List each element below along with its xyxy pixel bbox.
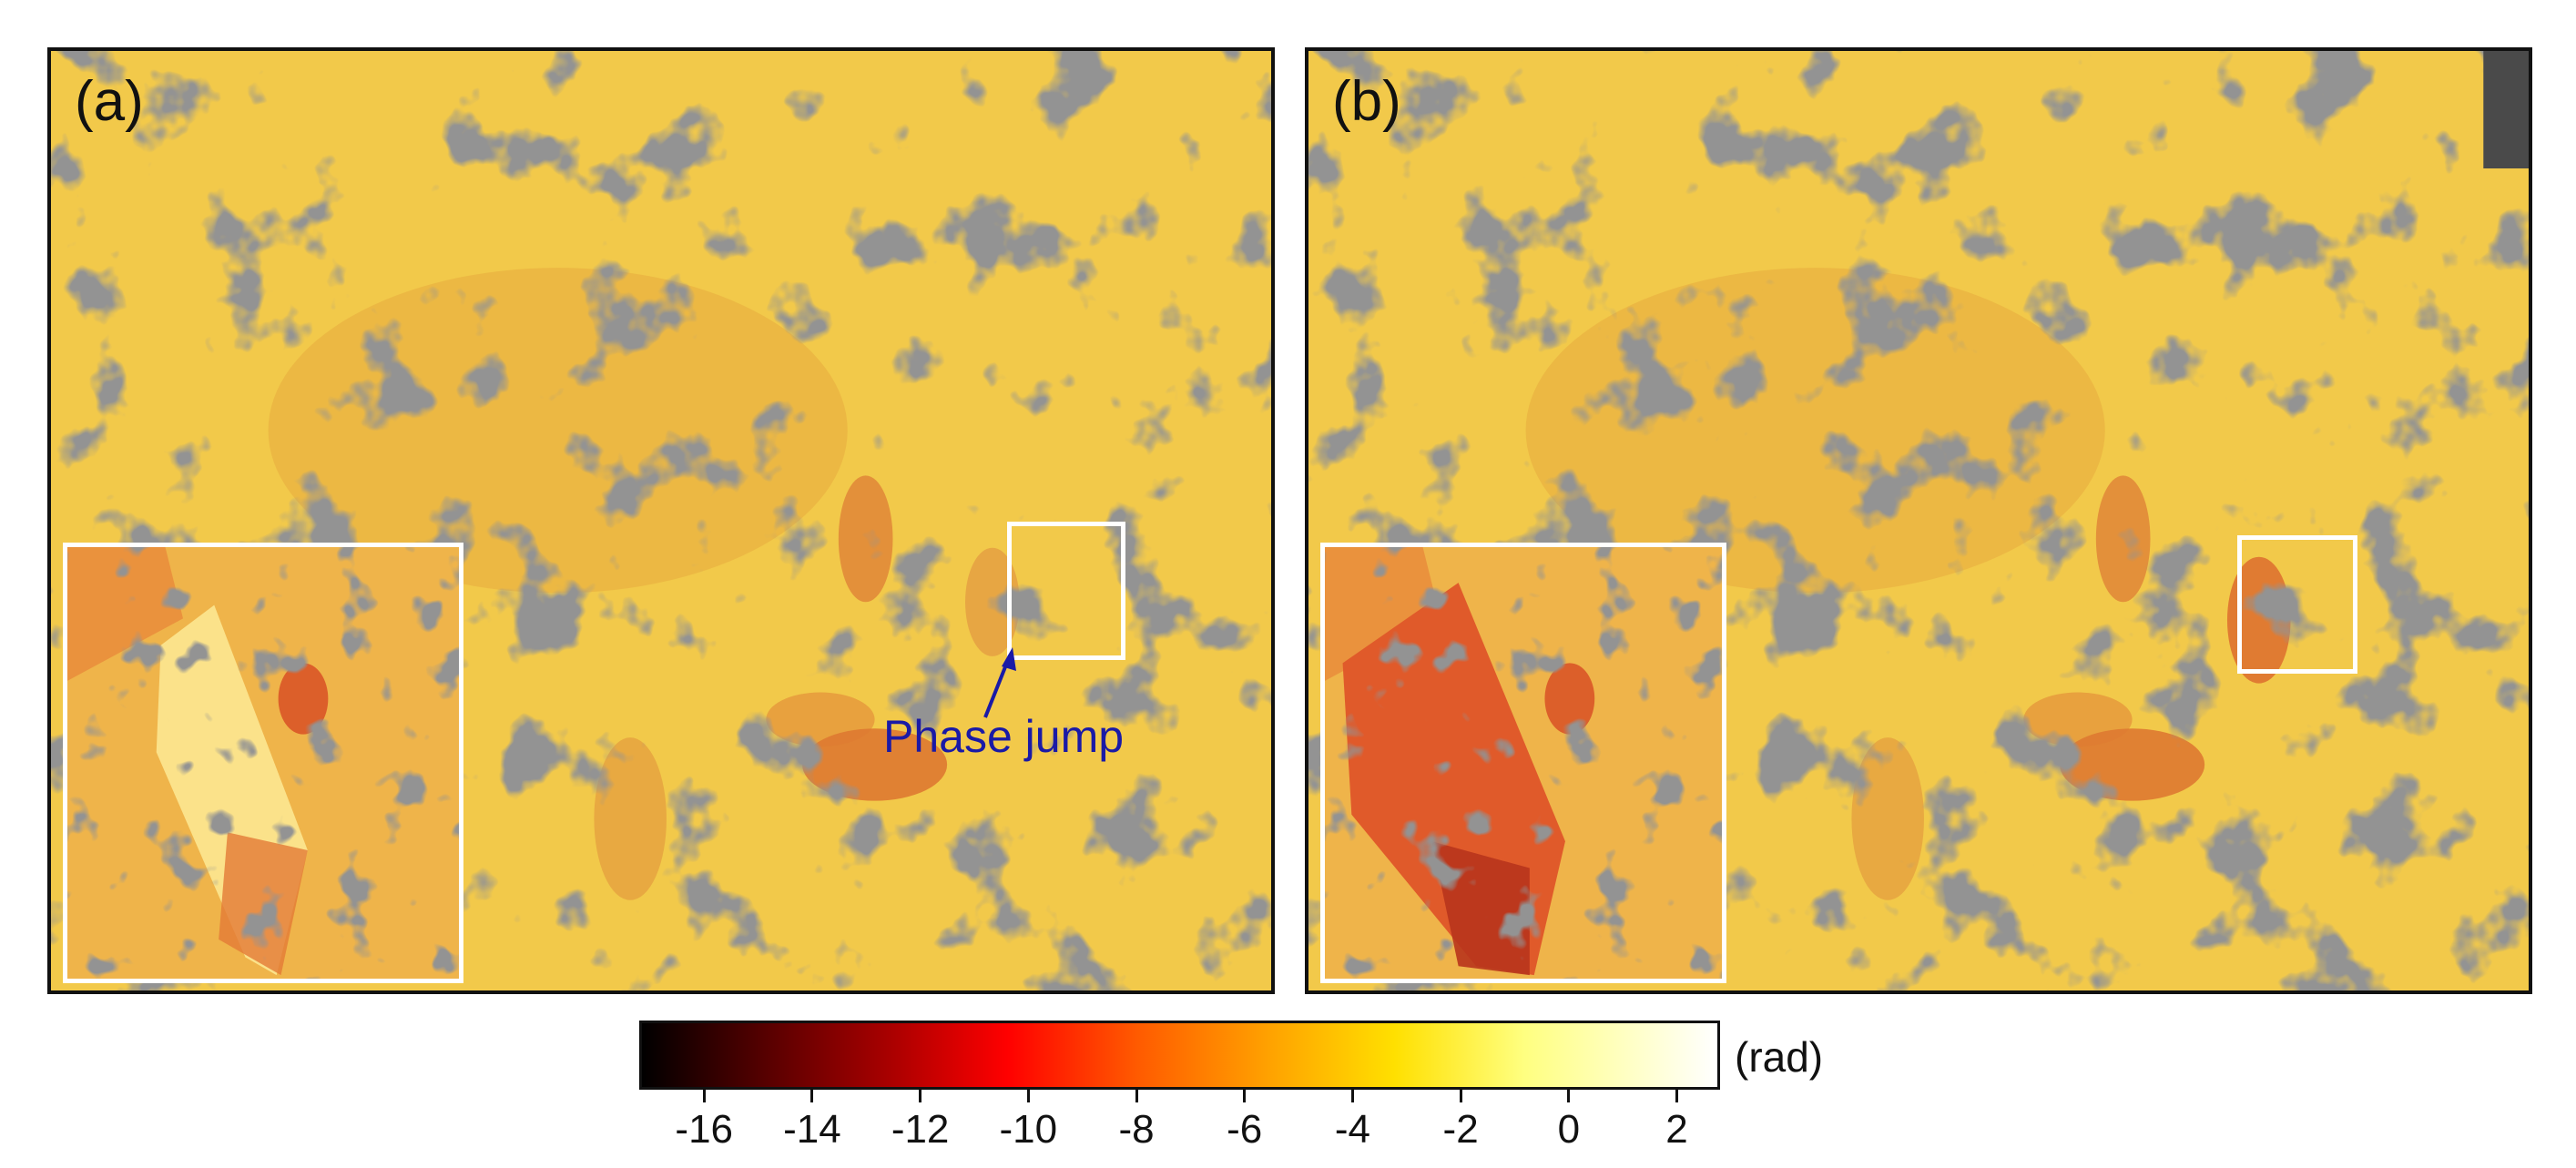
colorbar-gradient	[642, 1023, 1717, 1087]
colorbar-tick	[1243, 1090, 1247, 1102]
colorbar-tick-label: -12	[891, 1107, 950, 1152]
inset-image-a	[67, 547, 459, 979]
colorbar-tick	[1459, 1090, 1462, 1102]
roi-box-b	[2237, 535, 2357, 674]
colorbar-tick	[1135, 1090, 1138, 1102]
colorbar-tick	[1567, 1090, 1571, 1102]
inset-image-b	[1325, 547, 1722, 979]
zoom-inset-a	[63, 543, 463, 983]
colorbar-tick-label: -16	[675, 1107, 734, 1152]
panel-label-a: (a)	[75, 70, 144, 133]
colorbar-tick	[1350, 1090, 1354, 1102]
colorbar-tick	[1026, 1090, 1030, 1102]
panel-b-phase-map: (b)	[1305, 47, 2532, 994]
panel-a-phase-map: (a) Phase jump	[47, 47, 1275, 994]
colorbar-tick-label: -4	[1334, 1107, 1370, 1152]
colorbar-tick	[1675, 1090, 1679, 1102]
colorbar	[639, 1021, 1720, 1090]
colorbar-tick-label: -6	[1227, 1107, 1263, 1152]
colorbar-tick	[919, 1090, 922, 1102]
colorbar-tick-label: 0	[1557, 1107, 1581, 1152]
colorbar-tick-label: -14	[783, 1107, 841, 1152]
colorbar-unit-label: (rad)	[1735, 1033, 1824, 1081]
panel-label-b: (b)	[1332, 70, 1401, 133]
phase-jump-annotation: Phase jump	[883, 711, 1125, 762]
zoom-inset-b	[1320, 543, 1726, 983]
colorbar-tick-label: -10	[999, 1107, 1058, 1152]
phase-map-image-b	[1308, 51, 2529, 990]
colorbar-tick	[810, 1090, 814, 1102]
colorbar-tick-label: -8	[1118, 1107, 1155, 1152]
roi-box-a	[1007, 522, 1125, 660]
colorbar-tick-label: -2	[1442, 1107, 1479, 1152]
colorbar-tick	[702, 1090, 706, 1102]
colorbar-tick-label: 2	[1665, 1107, 1688, 1152]
